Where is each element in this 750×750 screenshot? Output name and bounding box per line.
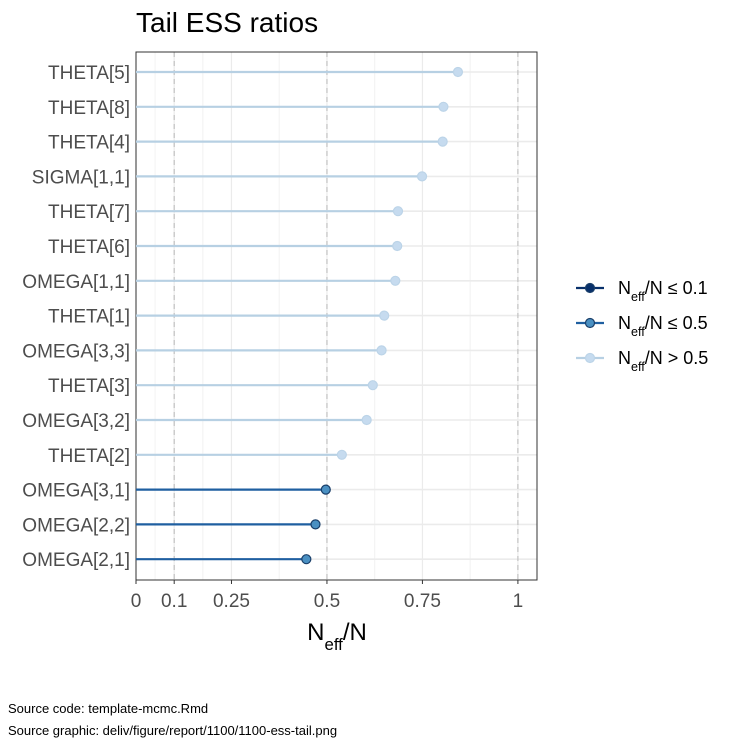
y-axis-label: OMEGA[2,2] bbox=[22, 515, 130, 536]
y-axis-label: THETA[6] bbox=[48, 237, 130, 258]
lollipop-point bbox=[392, 206, 404, 217]
x-tick-label: 0.5 bbox=[314, 591, 340, 612]
x-axis-title: Neff/N bbox=[307, 619, 367, 654]
legend: Neff/N ≤ 0.1 Neff/N ≤ 0.5 Neff/N > 0.5 bbox=[576, 278, 708, 374]
y-axis-label: THETA[1] bbox=[48, 307, 130, 328]
y-axis-label: THETA[8] bbox=[48, 98, 130, 119]
lollipop-point bbox=[310, 519, 321, 530]
lollipop-point bbox=[437, 136, 448, 147]
x-tick-label: 0.1 bbox=[161, 591, 187, 612]
y-axis-label: SIGMA[1,1] bbox=[32, 167, 130, 188]
x-axis: 0 0.1 0.25 0.5 0.75 1 bbox=[131, 580, 523, 612]
lollipop-point bbox=[379, 310, 390, 321]
lollipop-point bbox=[336, 449, 347, 460]
lollipop-marks bbox=[136, 66, 464, 565]
x-tick-label: 0.75 bbox=[404, 591, 441, 612]
lollipop-point bbox=[301, 554, 312, 565]
lollipop-point bbox=[367, 380, 378, 391]
x-tick-label: 0.25 bbox=[213, 591, 250, 612]
x-tick-label: 0 bbox=[131, 591, 142, 612]
lollipop-point bbox=[392, 240, 403, 252]
legend-key-point bbox=[584, 282, 596, 294]
lollipop-point bbox=[390, 275, 401, 286]
y-axis-label: OMEGA[1,1] bbox=[22, 272, 130, 293]
lollipop-point bbox=[452, 66, 464, 78]
y-axis-label: THETA[3] bbox=[48, 376, 130, 397]
y-axis-label: OMEGA[2,1] bbox=[22, 550, 130, 571]
y-axis-label: OMEGA[3,2] bbox=[22, 411, 130, 432]
legend-label: Neff/N ≤ 0.5 bbox=[618, 313, 708, 339]
y-axis-label: OMEGA[3,1] bbox=[22, 481, 130, 502]
lollipop-point bbox=[320, 484, 331, 495]
lollipop-point bbox=[361, 414, 372, 426]
lollipop-point bbox=[438, 101, 449, 112]
lollipop-point bbox=[416, 171, 428, 182]
chart-title: Tail ESS ratios bbox=[136, 7, 318, 38]
x-tick-label: 1 bbox=[513, 591, 524, 612]
legend-label: Neff/N > 0.5 bbox=[618, 348, 708, 374]
source-code-caption: Source code: template-mcmc.Rmd bbox=[8, 701, 209, 716]
legend-label: Neff/N ≤ 0.1 bbox=[618, 278, 708, 304]
y-axis-label: OMEGA[3,3] bbox=[22, 341, 130, 362]
legend-key-point bbox=[584, 317, 596, 329]
lollipop-point bbox=[376, 345, 387, 356]
legend-key-point bbox=[584, 352, 596, 364]
y-axis-labels: THETA[5] THETA[8] THETA[4] SIGMA[1,1] THETA[… bbox=[22, 63, 130, 571]
y-axis-label: THETA[4] bbox=[48, 133, 130, 154]
y-axis-label: THETA[2] bbox=[48, 446, 130, 467]
y-axis-label: THETA[5] bbox=[48, 63, 130, 84]
y-axis-label: THETA[7] bbox=[48, 202, 130, 223]
source-graphic-caption: Source graphic: deliv/figure/report/1100… bbox=[8, 723, 338, 738]
